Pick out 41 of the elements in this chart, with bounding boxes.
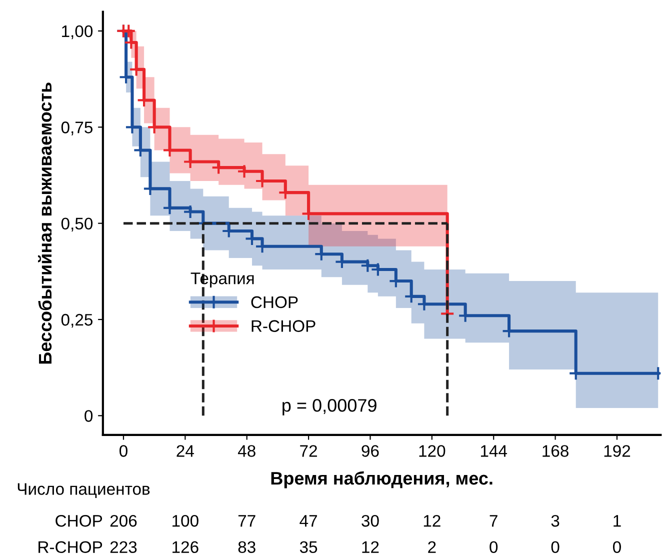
annotation: p = 0,00079 <box>282 399 376 416</box>
x-tick-label: 144 <box>480 445 508 457</box>
legend-label: CHOP <box>251 296 298 308</box>
text: 2 <box>428 541 436 553</box>
x-tick-label: 48 <box>238 445 256 457</box>
text: 47 <box>300 515 317 527</box>
x-tick-label: 168 <box>542 445 568 457</box>
text: 3 <box>551 514 560 527</box>
text: CHOP <box>56 514 102 527</box>
text: 0 <box>551 541 560 554</box>
text: R-CHOP <box>38 541 102 554</box>
text: 1 <box>614 515 621 527</box>
legend-label: R-CHOP <box>252 320 316 332</box>
text: 30 <box>362 514 379 527</box>
text: 7 <box>490 515 498 527</box>
text: 0 <box>490 541 498 554</box>
x-tick-label: 192 <box>604 445 630 457</box>
y-axis-title: Бессобытийная выживаемость <box>38 82 52 364</box>
text: 35 <box>300 541 318 554</box>
text: 206 <box>110 514 137 527</box>
y-tick-label: 1,00 <box>62 25 93 40</box>
text: 77 <box>238 515 256 527</box>
text: 12 <box>424 514 440 527</box>
text: 100 <box>172 514 198 527</box>
text: 0 <box>613 541 621 554</box>
text: 12 <box>362 541 379 553</box>
text: 126 <box>172 541 198 554</box>
x-axis-title: Время наблюдения, мес. <box>271 471 492 488</box>
x-tick-label: 72 <box>300 445 317 457</box>
y-tick-label: 0,25 <box>61 314 92 328</box>
text: Число пациентов <box>18 483 150 498</box>
x-tick-label: 96 <box>362 445 379 457</box>
x-tick-label: 24 <box>176 445 194 457</box>
y-tick-label: 0,50 <box>61 218 93 232</box>
y-tick-label: 0 <box>84 410 93 422</box>
x-tick-label: 120 <box>419 445 446 457</box>
text: 83 <box>238 541 256 554</box>
y-tick-label: 0,75 <box>61 122 92 136</box>
text: 223 <box>110 541 137 554</box>
legend-title: Терапия <box>190 272 254 288</box>
x-tick-label: 0 <box>120 445 128 457</box>
